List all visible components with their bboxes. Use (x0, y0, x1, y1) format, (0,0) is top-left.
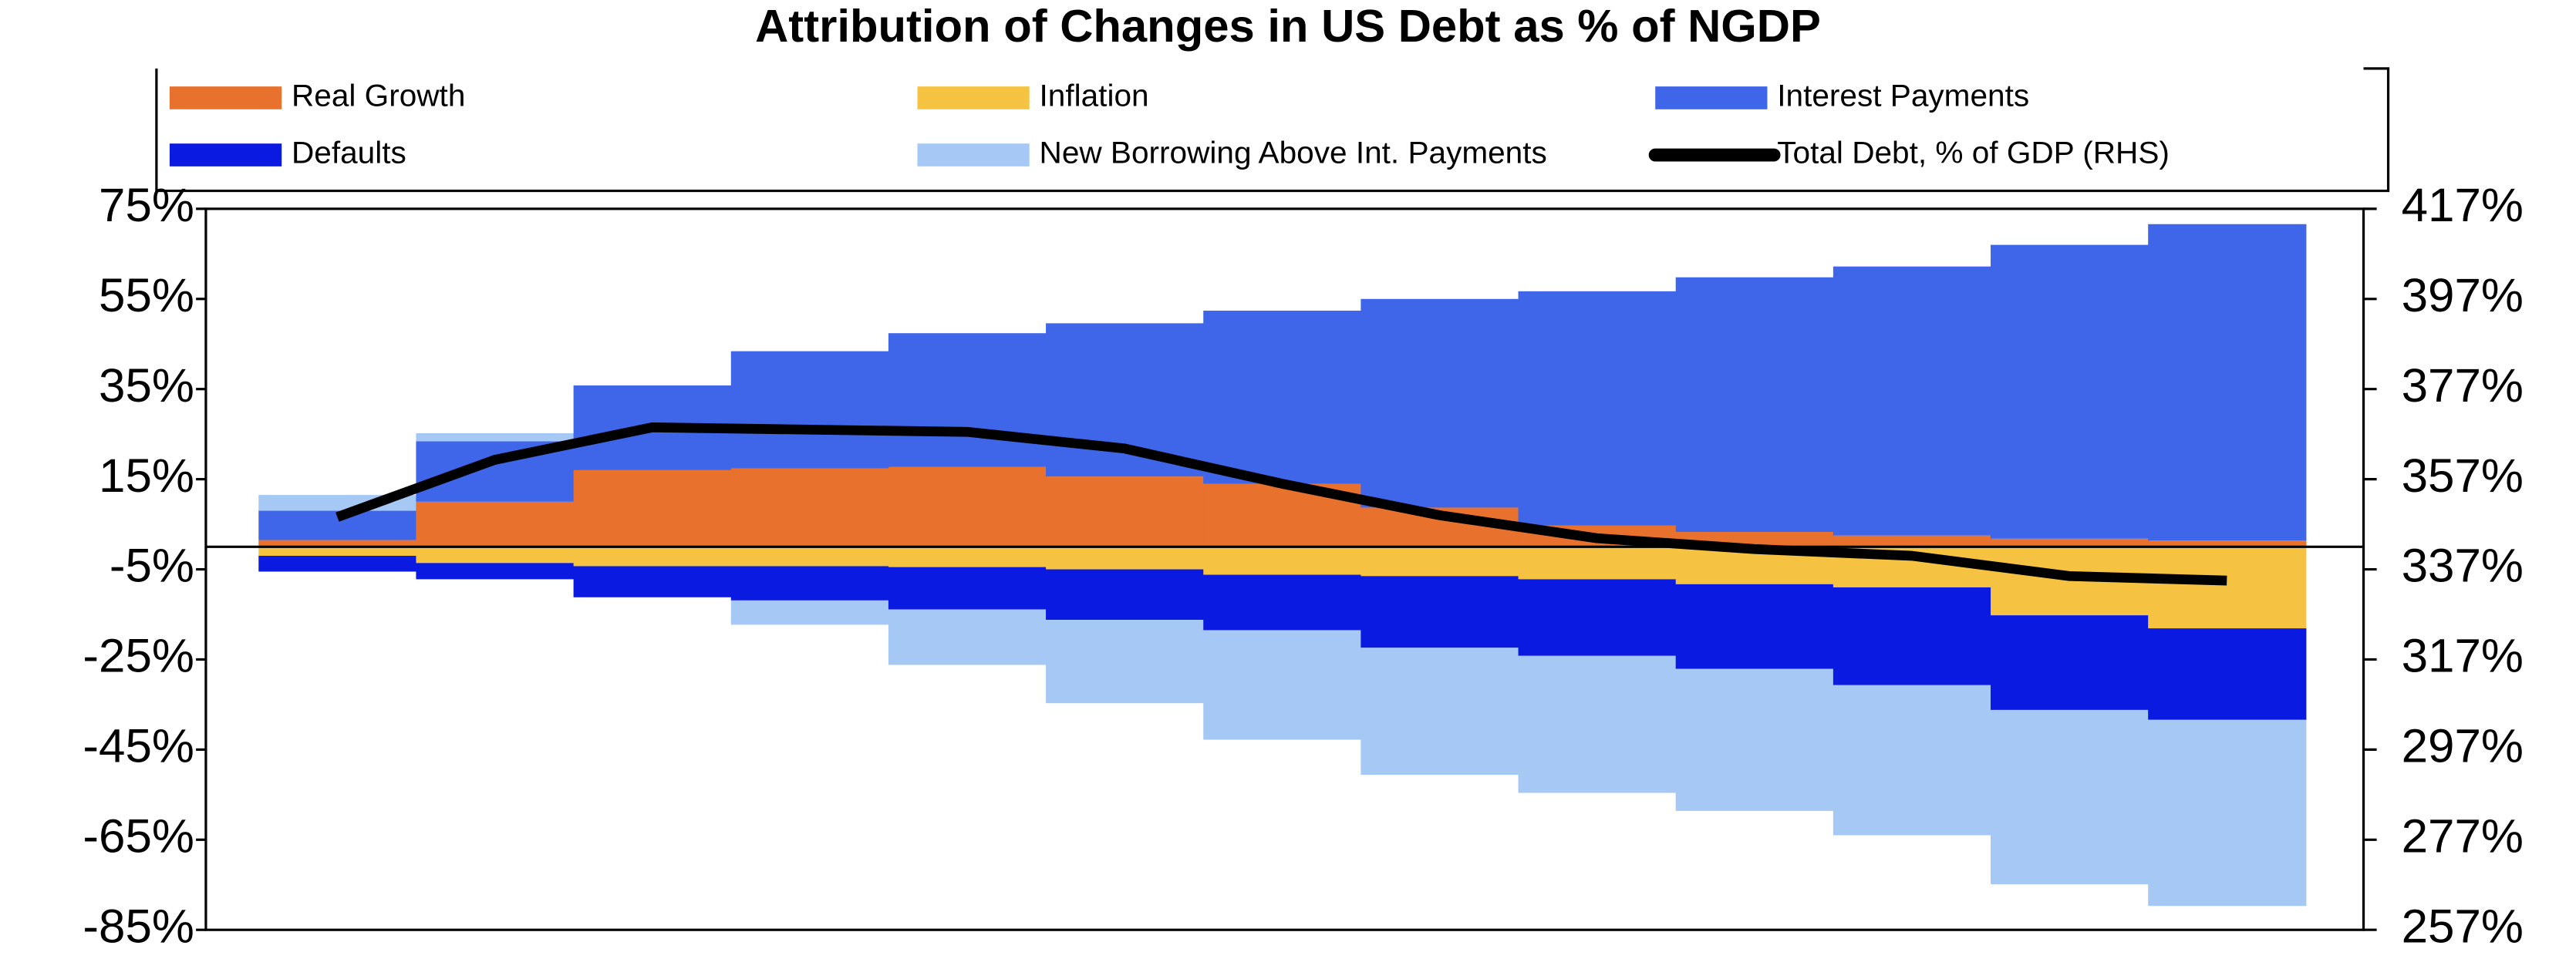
area-segment (258, 547, 417, 557)
area-segment (1833, 266, 1992, 536)
area-segment (730, 468, 889, 547)
area-segment (1991, 538, 2149, 547)
area-segment (1675, 584, 1834, 669)
legend-swatch (169, 86, 282, 109)
area-segment (1518, 547, 1677, 580)
area-segment (1518, 655, 1677, 793)
area-segment (730, 351, 889, 469)
area-segment (2148, 547, 2307, 629)
area-segment (1360, 298, 1519, 508)
area-segment (573, 566, 732, 597)
y2-tick-label: 317% (2402, 630, 2524, 683)
area-segment (416, 432, 575, 442)
area-segment (1991, 709, 2149, 885)
legend-swatch (169, 143, 282, 167)
legend-label: Interest Payments (1777, 78, 2029, 113)
y2-tick-label: 377% (2402, 359, 2524, 412)
y2-tick-label: 357% (2402, 449, 2524, 503)
legend-box (155, 67, 2390, 193)
area-segment (1203, 630, 1362, 740)
area-segment (1675, 668, 1834, 811)
area-segment (1360, 576, 1519, 648)
legend-label: Total Debt, % of GDP (RHS) (1777, 135, 2170, 170)
area-segment (1833, 685, 1992, 836)
y2-tick-label: 397% (2402, 269, 2524, 322)
area-segment (573, 547, 732, 567)
legend-label: Defaults (292, 135, 406, 170)
y-tick-label: -45% (83, 720, 194, 773)
y2-tick-label: 297% (2402, 720, 2524, 773)
area-segment (888, 466, 1047, 547)
area-segment (1046, 620, 1205, 704)
y2-tick-label: 417% (2402, 179, 2524, 232)
area-segment (1833, 535, 1992, 547)
area-segment (416, 563, 575, 580)
area-segment (1046, 476, 1205, 547)
area-segment (573, 469, 732, 547)
legend-swatch (917, 143, 1030, 167)
area-segment (730, 566, 889, 601)
legend-swatch (1655, 86, 1768, 109)
area-segment (1833, 587, 1992, 685)
area-segment (1046, 547, 1205, 570)
y-tick-label: 35% (99, 359, 194, 412)
area-segment (730, 600, 889, 625)
area-segment (1360, 547, 1519, 577)
area-segment (258, 556, 417, 572)
area-segment (2148, 719, 2307, 907)
area-segment (888, 547, 1047, 567)
legend-label: Inflation (1040, 78, 1149, 113)
area-segment (888, 609, 1047, 665)
area-segment (258, 540, 417, 547)
legend-label: Real Growth (292, 78, 465, 113)
area-segment (2148, 628, 2307, 720)
area-segment (2148, 224, 2307, 541)
area-segment (416, 501, 575, 547)
area-segment (888, 333, 1047, 467)
y2-tick-label: 257% (2402, 900, 2524, 954)
area-segment (1991, 615, 2149, 710)
area-segment (1203, 310, 1362, 484)
y-tick-label: -25% (83, 630, 194, 683)
y2-tick-label: 277% (2402, 810, 2524, 863)
debt-line (335, 422, 2227, 586)
area-segment (1203, 574, 1362, 631)
area-segment (1518, 291, 1677, 526)
area-segment (1203, 547, 1362, 575)
area-segment (1518, 579, 1677, 656)
legend-label: New Borrowing Above Int. Payments (1040, 135, 1547, 170)
area-segment (730, 547, 889, 567)
y2-tick-label: 337% (2402, 540, 2524, 593)
y-tick-label: -5% (110, 540, 194, 593)
area-segment (888, 567, 1047, 610)
legend-swatch (917, 86, 1030, 109)
y-tick-label: 15% (99, 449, 194, 503)
area-segment (1991, 244, 2149, 539)
chart-title: Attribution of Changes in US Debt as % o… (755, 0, 1821, 52)
area-segment (416, 547, 575, 564)
area-segment (1360, 648, 1519, 776)
area-segment (1675, 277, 1834, 533)
y-tick-label: -85% (83, 900, 194, 954)
y-tick-label: 75% (99, 179, 194, 232)
area-segment (1046, 569, 1205, 621)
y-tick-label: 55% (99, 269, 194, 322)
area-segment (2148, 540, 2307, 547)
y-tick-label: -65% (83, 810, 194, 863)
